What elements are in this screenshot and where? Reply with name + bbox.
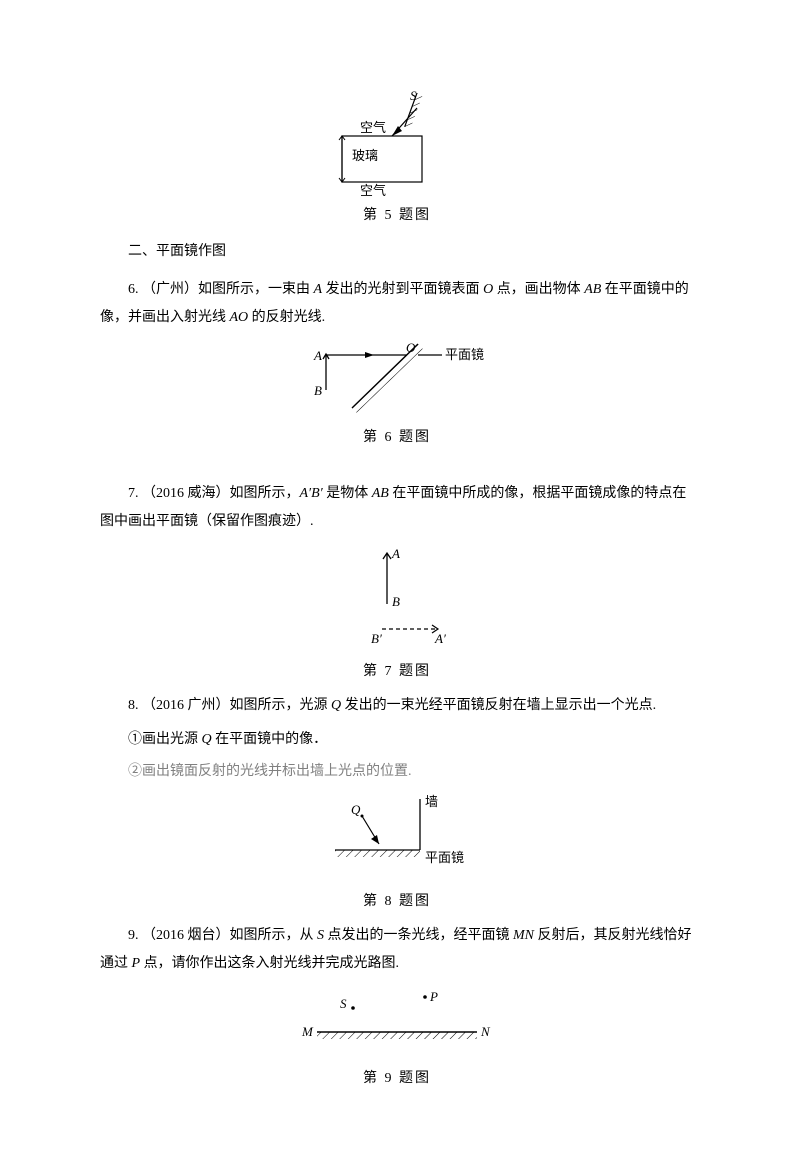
figure-6-caption: 第 6 题图 [100,426,694,446]
q9-text-4: 点，请你作出这条入射光线并完成光路图. [140,956,399,971]
figure-5-svg: S 空气 玻璃 空气 [332,88,462,198]
figure-9-svg: S P M N [282,986,512,1061]
fig6-label-mirror: 平面镜 [445,347,484,362]
q7-text-2: 是物体 [323,486,372,501]
q8-var-q: Q [331,698,341,713]
q6-text-5: 的反射光线. [248,310,325,325]
figure-5: S 空气 玻璃 空气 第 5 题图 [100,88,694,224]
question-8-sub1: ①画出光源 Q 在平面镜中的像． [100,726,694,754]
figure-7-svg: A B B′ A′ [327,544,467,654]
fig8-label-q: Q [351,802,361,817]
question-9: 9. （2016 烟台）如图所示，从 S 点发出的一条光线，经平面镜 MN 反射… [100,922,694,978]
fig5-label-glass: 玻璃 [352,148,378,163]
figure-6: A B O 平面镜 第 6 题图 [100,340,694,446]
section-title: 二、平面镜作图 [100,238,694,266]
figure-8-caption: 第 8 题图 [100,890,694,910]
fig7-label-ap: A′ [434,631,446,646]
q9-var-s: S [317,928,324,943]
q8-sub1a: ①画出光源 [128,732,202,747]
q6-text-3: 点，画出物体 [493,282,584,297]
q6-var-a: A [314,282,323,297]
fig8-label-wall: 墙 [425,794,438,809]
q6-text-1: 6. （广州）如图所示，一束由 [128,282,314,297]
q7-var-apbp: A′B′ [300,486,323,501]
figure-8-svg: 墙 Q 平面镜 [307,794,487,884]
q7-text-1: 7. （2016 威海）如图所示， [128,486,300,501]
q6-text-2: 发出的光射到平面镜表面 [322,282,483,297]
fig6-label-b: B [314,383,322,398]
question-7: 7. （2016 威海）如图所示，A′B′ 是物体 AB 在平面镜中所成的像，根… [100,480,694,536]
q6-var-ao: AO [230,310,249,325]
q7-var-ab: AB [372,486,389,501]
figure-5-caption: 第 5 题图 [100,204,694,224]
fig9-label-s: S [340,996,347,1011]
question-8-sub2: ②画出镜面反射的光线并标出墙上光点的位置. [100,758,694,786]
fig7-label-bp: B′ [371,631,382,646]
q6-var-ab: AB [584,282,601,297]
fig5-label-air2: 空气 [360,183,386,198]
q8-sub1b: 在平面镜中的像． [212,732,328,747]
q9-text-2: 点发出的一条光线，经平面镜 [324,928,513,943]
q8-text-1: 8. （2016 广州）如图所示，光源 [128,698,331,713]
fig8-label-mirror: 平面镜 [425,850,464,865]
figure-7-caption: 第 7 题图 [100,660,694,680]
question-8: 8. （2016 广州）如图所示，光源 Q 发出的一束光经平面镜反射在墙上显示出… [100,692,694,720]
q6-var-o: O [483,282,493,297]
q8-sub1-var: Q [202,732,212,747]
figure-7: A B B′ A′ 第 7 题图 [100,544,694,680]
figure-8: 墙 Q 平面镜 第 8 题图 [100,794,694,910]
fig9-label-p: P [429,989,438,1004]
fig9-label-m: M [301,1024,314,1039]
q9-var-p: P [132,956,141,971]
q9-text-1: 9. （2016 烟台）如图所示，从 [128,928,317,943]
figure-9-caption: 第 9 题图 [100,1067,694,1087]
figure-9: S P M N 第 9 题图 [100,986,694,1087]
fig5-label-s: S [410,88,417,103]
question-6: 6. （广州）如图所示，一束由 A 发出的光射到平面镜表面 O 点，画出物体 A… [100,276,694,332]
q9-var-mn: MN [513,928,534,943]
figure-6-svg: A B O 平面镜 [292,340,502,420]
fig6-label-a: A [313,348,322,363]
fig7-label-a: A [391,546,400,561]
fig5-label-air1: 空气 [360,120,386,135]
fig7-label-b: B [392,594,400,609]
fig9-label-n: N [480,1024,491,1039]
q8-text-2: 发出的一束光经平面镜反射在墙上显示出一个光点. [341,698,656,713]
